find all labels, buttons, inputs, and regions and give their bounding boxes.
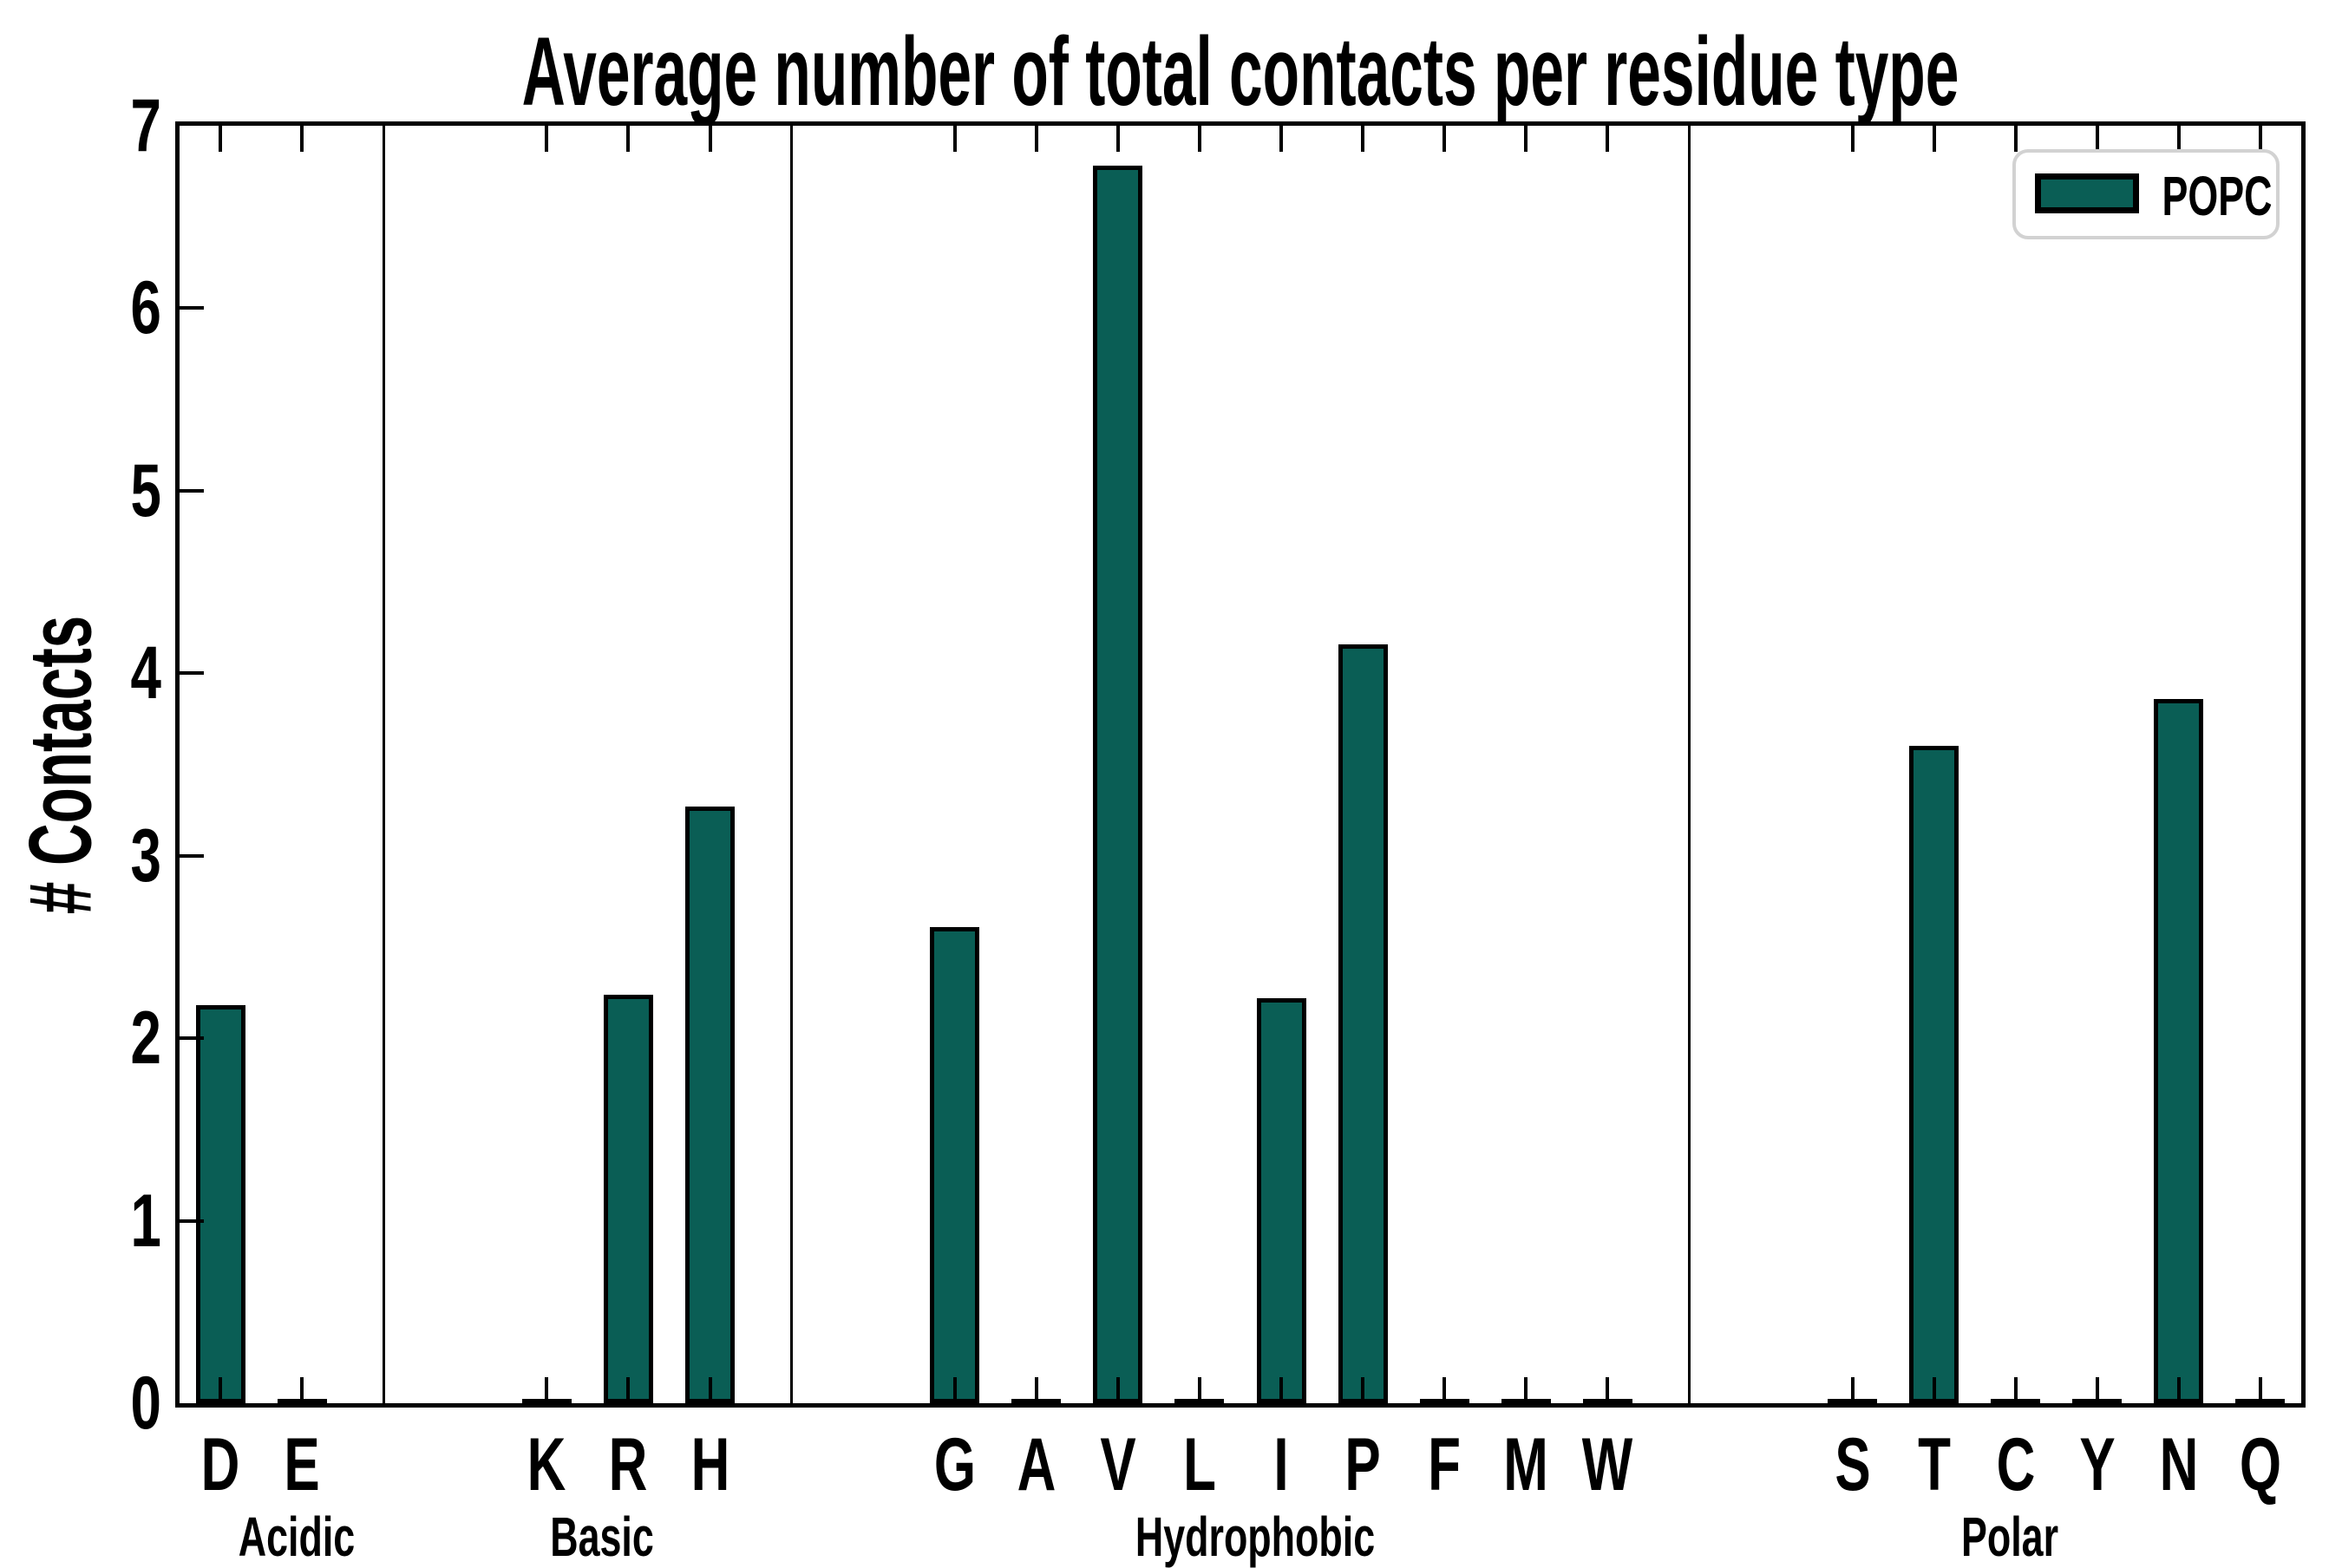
- bar-P: [1338, 644, 1388, 1403]
- x-tick-bottom-T: [1932, 1377, 1936, 1403]
- bar-G: [930, 926, 980, 1403]
- x-tick-bottom-M: [1524, 1377, 1528, 1403]
- y-tick-2: [180, 1036, 204, 1041]
- y-tick-4: [180, 671, 204, 676]
- group-divider: [790, 126, 794, 1403]
- x-tick-top-Y: [2095, 126, 2099, 152]
- x-tick-label-Y: Y: [2079, 1423, 2116, 1506]
- y-tick-1: [180, 1218, 204, 1223]
- x-tick-top-D: [219, 126, 223, 152]
- y-tick-5: [180, 488, 204, 493]
- x-tick-top-C: [2013, 126, 2018, 152]
- x-tick-label-I: I: [1273, 1423, 1289, 1506]
- x-tick-label-Q: Q: [2239, 1423, 2282, 1506]
- x-tick-top-I: [1279, 126, 1284, 152]
- x-tick-bottom-A: [1034, 1377, 1038, 1403]
- x-tick-bottom-Y: [2095, 1377, 2099, 1403]
- bar-H: [685, 806, 735, 1403]
- x-tick-label-N: N: [2159, 1423, 2199, 1506]
- x-tick-top-M: [1524, 126, 1528, 152]
- group-label-hydrophobic: Hydrophobic: [1135, 1506, 1376, 1568]
- chart-title: Average number of total contacts per res…: [521, 17, 1959, 126]
- x-tick-bottom-R: [626, 1377, 631, 1403]
- group-label-acidic: Acidic: [238, 1506, 355, 1568]
- x-tick-label-W: W: [1582, 1423, 1633, 1506]
- y-tick-label-2: 2: [130, 996, 161, 1081]
- x-tick-top-R: [626, 126, 631, 152]
- x-tick-bottom-P: [1361, 1377, 1365, 1403]
- x-tick-top-H: [708, 126, 712, 152]
- x-tick-label-S: S: [1834, 1423, 1871, 1506]
- bar-D: [195, 1005, 245, 1403]
- y-tick-label-1: 1: [130, 1179, 161, 1263]
- y-tick-label-6: 6: [130, 266, 161, 350]
- y-tick-label-7: 7: [130, 84, 161, 167]
- x-tick-bottom-W: [1606, 1377, 1610, 1403]
- x-tick-top-V: [1115, 126, 1120, 152]
- x-tick-bottom-F: [1442, 1377, 1447, 1403]
- plot-area: [175, 121, 2306, 1408]
- x-tick-top-S: [1850, 126, 1855, 152]
- x-tick-bottom-L: [1197, 1377, 1201, 1403]
- y-tick-label-0: 0: [130, 1362, 161, 1445]
- x-tick-top-N: [2176, 126, 2181, 152]
- x-tick-bottom-H: [708, 1377, 712, 1403]
- x-tick-bottom-D: [219, 1377, 223, 1403]
- x-tick-label-L: L: [1183, 1423, 1216, 1506]
- y-axis-label: # Contacts: [10, 615, 110, 915]
- bar-V: [1093, 166, 1143, 1403]
- x-tick-label-C: C: [1996, 1423, 2036, 1506]
- x-tick-top-Q: [2258, 126, 2262, 152]
- legend-box: POPC: [2012, 149, 2280, 239]
- y-tick-3: [180, 853, 204, 858]
- y-tick-label-3: 3: [130, 813, 161, 898]
- x-tick-bottom-C: [2013, 1377, 2018, 1403]
- x-tick-label-G: G: [933, 1423, 976, 1506]
- x-tick-bottom-N: [2176, 1377, 2181, 1403]
- x-tick-label-K: K: [527, 1423, 566, 1506]
- x-tick-bottom-K: [545, 1377, 549, 1403]
- y-tick-label-4: 4: [130, 631, 161, 715]
- x-tick-top-P: [1361, 126, 1365, 152]
- x-tick-top-F: [1442, 126, 1447, 152]
- x-tick-bottom-S: [1850, 1377, 1855, 1403]
- x-tick-bottom-G: [952, 1377, 957, 1403]
- x-tick-top-K: [545, 126, 549, 152]
- x-tick-bottom-V: [1115, 1377, 1120, 1403]
- x-tick-bottom-E: [300, 1377, 304, 1403]
- group-divider: [382, 126, 385, 1403]
- plot-inner: [180, 126, 2301, 1403]
- x-tick-label-E: E: [284, 1423, 320, 1506]
- group-divider: [1687, 126, 1691, 1403]
- x-tick-top-E: [300, 126, 304, 152]
- x-tick-label-D: D: [200, 1423, 240, 1506]
- group-label-polar: Polar: [1961, 1506, 2059, 1568]
- x-tick-label-V: V: [1100, 1423, 1136, 1506]
- y-tick-6: [180, 306, 204, 310]
- x-tick-label-P: P: [1344, 1423, 1381, 1506]
- x-tick-label-M: M: [1503, 1423, 1549, 1506]
- x-tick-label-R: R: [609, 1423, 648, 1506]
- x-tick-top-L: [1197, 126, 1201, 152]
- x-tick-top-A: [1034, 126, 1038, 152]
- x-tick-top-G: [952, 126, 957, 152]
- bar-R: [603, 994, 653, 1403]
- group-label-basic: Basic: [550, 1506, 655, 1568]
- x-tick-top-W: [1606, 126, 1610, 152]
- x-tick-label-H: H: [690, 1423, 729, 1506]
- x-tick-top-T: [1932, 126, 1936, 152]
- bar-I: [1256, 997, 1306, 1403]
- bar-T: [1909, 746, 1959, 1403]
- x-tick-label-A: A: [1017, 1423, 1057, 1506]
- x-tick-bottom-Q: [2258, 1377, 2262, 1403]
- x-tick-label-F: F: [1428, 1423, 1462, 1506]
- bar-N: [2154, 698, 2204, 1403]
- x-tick-label-T: T: [1917, 1423, 1951, 1506]
- legend-label: POPC: [2162, 165, 2273, 227]
- x-tick-bottom-I: [1279, 1377, 1284, 1403]
- y-tick-label-5: 5: [130, 448, 161, 532]
- legend-color-swatch: [2035, 173, 2139, 213]
